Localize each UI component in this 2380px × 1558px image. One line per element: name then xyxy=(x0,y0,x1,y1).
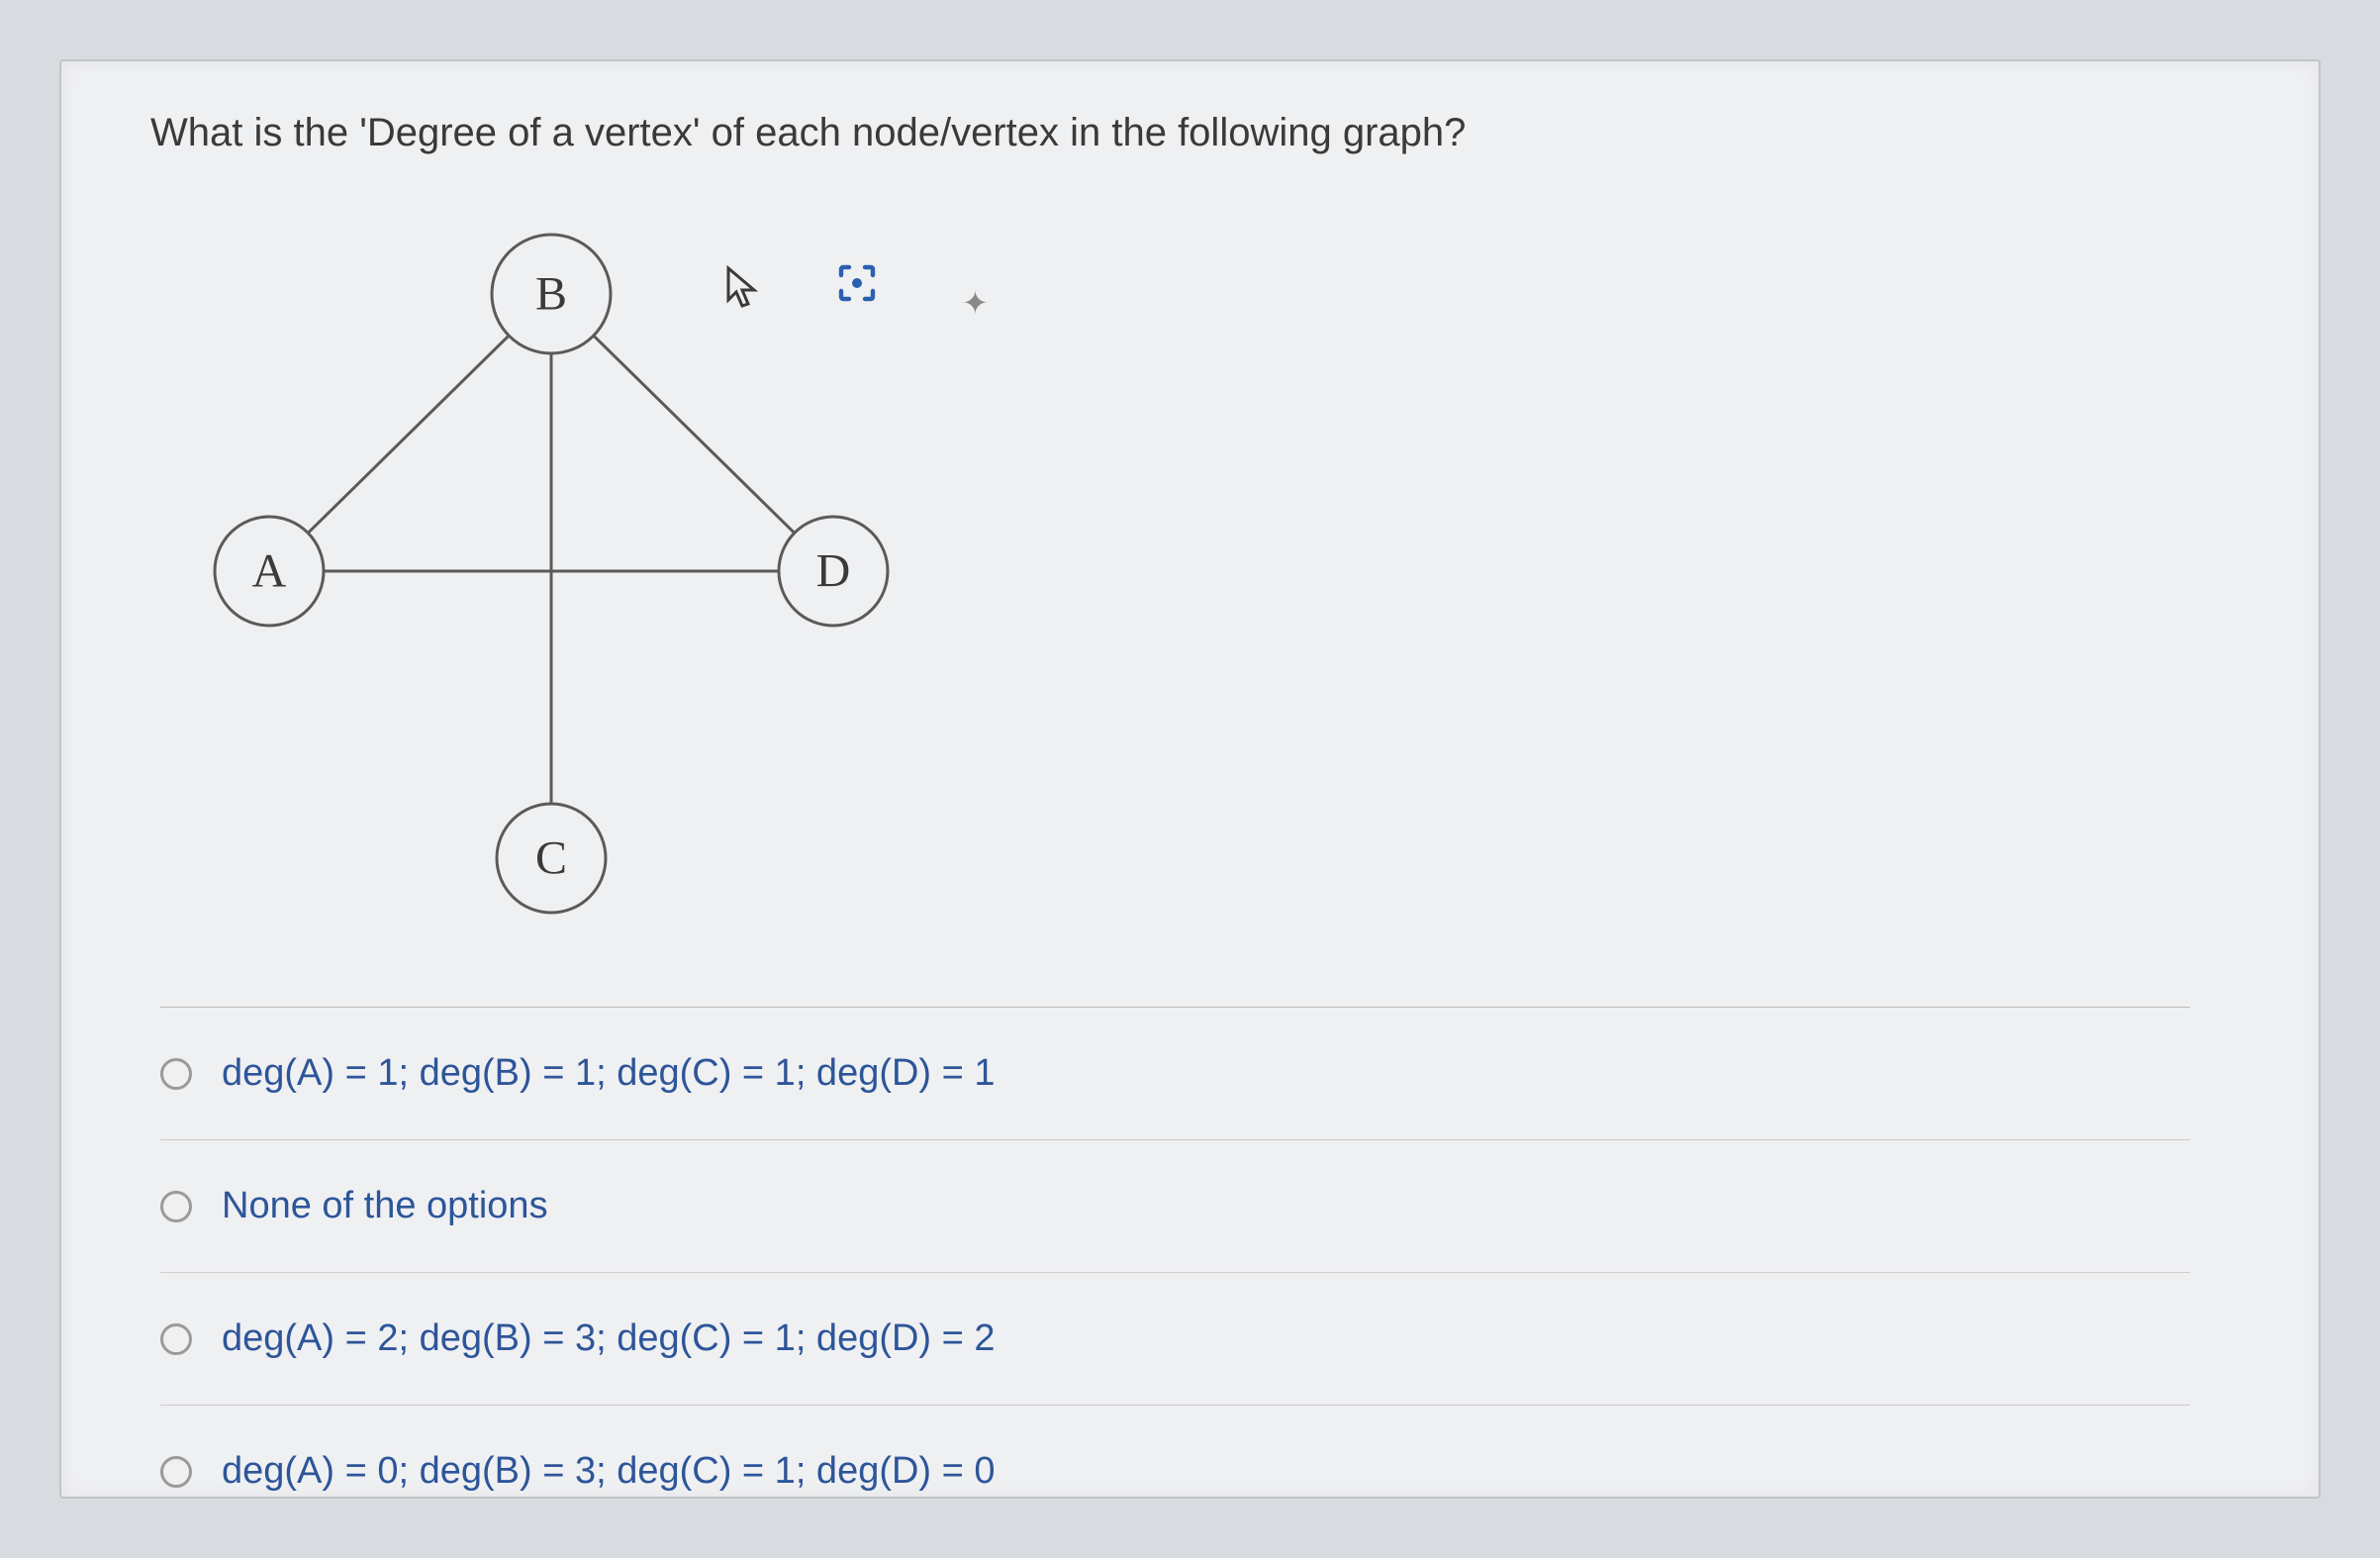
radio-button[interactable] xyxy=(160,1191,192,1222)
capture-icon xyxy=(833,259,881,318)
option-row[interactable]: deg(A) = 0; deg(B) = 3; deg(C) = 1; deg(… xyxy=(160,1406,2190,1537)
option-label: deg(A) = 1; deg(B) = 1; deg(C) = 1; deg(… xyxy=(222,1052,996,1095)
question-text: What is the 'Degree of a vertex' of each… xyxy=(150,111,2230,155)
option-label: None of the options xyxy=(222,1185,548,1227)
radio-button[interactable] xyxy=(160,1456,192,1488)
option-label: deg(A) = 0; deg(B) = 3; deg(C) = 1; deg(… xyxy=(222,1450,996,1493)
graph-edge xyxy=(594,336,795,533)
smudge-mark: ✦ xyxy=(962,284,989,322)
radio-button[interactable] xyxy=(160,1058,192,1090)
options-list: deg(A) = 1; deg(B) = 1; deg(C) = 1; deg(… xyxy=(160,1007,2190,1537)
graph-node-label-a: A xyxy=(252,545,287,598)
option-label: deg(A) = 2; deg(B) = 3; deg(C) = 1; deg(… xyxy=(222,1317,996,1360)
graph-node-label-d: D xyxy=(816,545,851,598)
graph-diagram: ABCD ✦ xyxy=(180,225,972,918)
graph-edge xyxy=(308,336,509,533)
option-row[interactable]: deg(A) = 1; deg(B) = 1; deg(C) = 1; deg(… xyxy=(160,1008,2190,1140)
graph-node-label-c: C xyxy=(535,832,567,885)
graph-node-label-b: B xyxy=(535,268,567,321)
option-row[interactable]: deg(A) = 2; deg(B) = 3; deg(C) = 1; deg(… xyxy=(160,1273,2190,1406)
graph-svg: A B C D xyxy=(180,225,972,918)
option-row[interactable]: None of the options xyxy=(160,1140,2190,1273)
cursor-icon xyxy=(724,264,764,324)
radio-button[interactable] xyxy=(160,1323,192,1355)
question-card: What is the 'Degree of a vertex' of each… xyxy=(59,59,2321,1499)
